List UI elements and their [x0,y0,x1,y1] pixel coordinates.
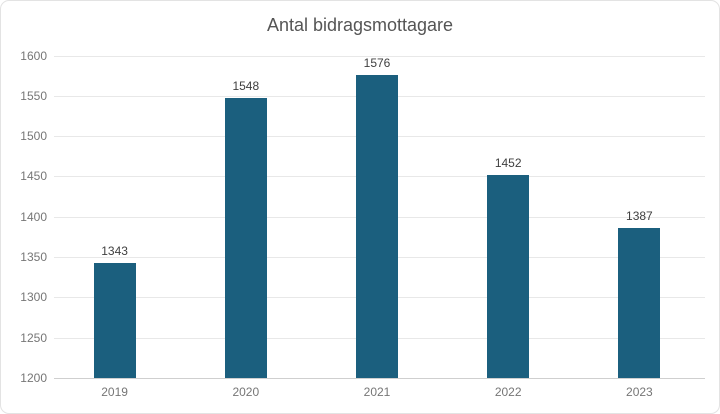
y-axis-tick-label: 1500 [20,129,47,144]
x-axis-category-label: 2022 [494,385,522,399]
bar-value-label: 1548 [232,78,260,93]
y-axis-tick-label: 1200 [20,371,47,385]
x-axis-category-label: 2020 [232,385,260,399]
y-axis-tick-label: 1550 [20,88,47,103]
bar [224,97,267,379]
x-axis-line [54,378,705,379]
chart-title: Antal bidragsmottagare [266,15,454,35]
y-axis-tick-label: 1450 [20,169,47,184]
x-axis-category-label: 2019 [101,385,128,399]
bar-value-label: 1343 [101,244,128,259]
x-axis-category-label: 2023 [626,385,653,399]
bar-value-label: 1452 [494,156,522,171]
gridline [54,55,705,57]
bar [93,263,136,379]
y-axis-tick-label: 1350 [20,250,47,265]
bar [618,227,661,379]
bar-value-label: 1387 [626,208,653,223]
bar [487,175,530,379]
bar-value-label: 1576 [363,56,391,71]
y-axis-tick-label: 1400 [20,209,47,224]
bar [356,75,398,379]
y-axis-tick-label: 1300 [20,290,47,305]
y-axis-tick-label: 1600 [20,48,47,63]
y-axis-tick-label: 1250 [20,330,47,345]
x-axis-category-label: 2021 [363,385,391,399]
